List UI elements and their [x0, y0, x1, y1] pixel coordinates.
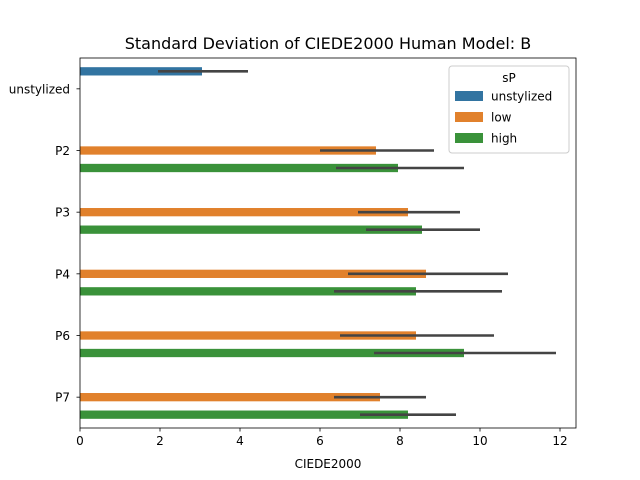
y-tick-label: P3: [55, 206, 70, 220]
legend-box: [448, 65, 570, 154]
bar: [80, 269, 426, 278]
bar: [80, 225, 422, 234]
y-tick-label: unstylized: [9, 82, 70, 96]
bar: [80, 410, 408, 419]
legend-label: low: [491, 111, 512, 125]
plot-border: [79, 57, 577, 429]
x-tick-label: 2: [156, 434, 164, 448]
legend-title: sP: [502, 71, 516, 85]
bar: [80, 331, 416, 340]
x-axis-ticks: 0 2 4 6 8 10 12: [76, 428, 568, 448]
x-tick-label: 12: [552, 434, 567, 448]
x-tick-label: 6: [316, 434, 324, 448]
plot-bars: [80, 67, 464, 419]
x-tick-label: 10: [472, 434, 487, 448]
bar: [80, 208, 408, 217]
legend-label: unstylized: [491, 90, 552, 104]
bar: [80, 163, 398, 173]
y-tick-label: P7: [55, 391, 70, 405]
y-tick-label: P6: [55, 329, 70, 343]
chart-title: Standard Deviation of CIEDE2000 Human Mo…: [125, 34, 532, 53]
x-tick-label: 0: [76, 434, 84, 448]
plot-errorbars: [158, 70, 556, 416]
x-axis-label: CIEDE2000: [295, 457, 362, 471]
legend-swatch: [455, 91, 483, 101]
bar: [80, 67, 202, 76]
bar: [80, 348, 464, 358]
y-tick-label: P4: [55, 267, 70, 281]
legend-swatch: [455, 112, 483, 122]
bar: [80, 146, 376, 155]
bar: [80, 393, 380, 402]
y-axis-ticks: unstylized P2 P3 P4 P6 P7: [9, 82, 80, 405]
axes-frame: [79, 57, 577, 429]
legend-label: high: [491, 132, 517, 146]
bar: [80, 287, 416, 296]
y-tick-label: P2: [55, 144, 70, 158]
x-tick-label: 8: [396, 434, 404, 448]
x-tick-label: 4: [236, 434, 244, 448]
legend: sP unstylized low high: [448, 65, 570, 154]
legend-swatch: [455, 133, 483, 143]
